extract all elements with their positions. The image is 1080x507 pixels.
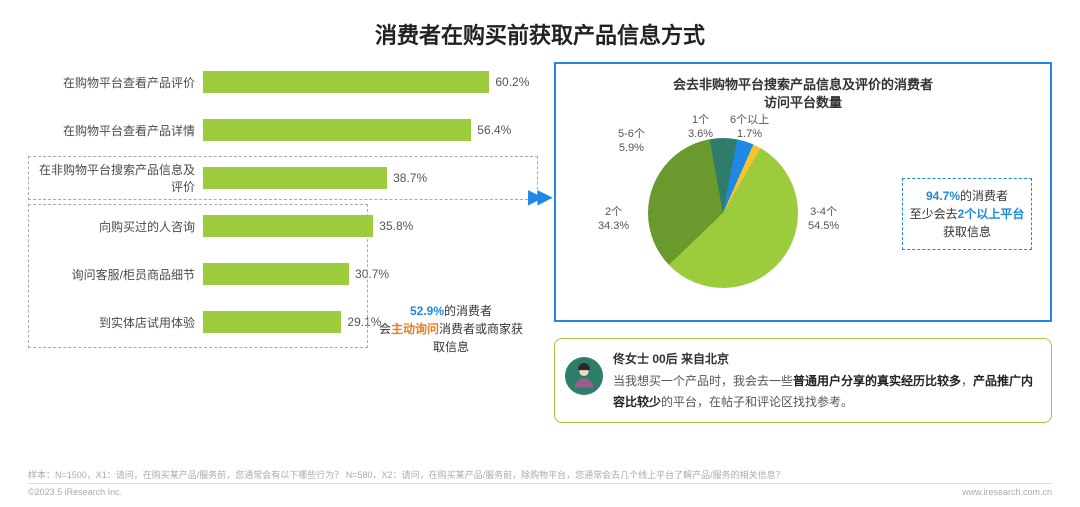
bar <box>203 71 489 93</box>
pie-callout: 94.7%的消费者 至少会去2个以上平台 获取信息 <box>902 178 1032 250</box>
page-title: 消费者在购买前获取产品信息方式 <box>28 18 1052 50</box>
pie-label-56: 5-6个5.9% <box>618 128 645 156</box>
footer-sample: 样本：N=1500，X1：请问，在购买某产品/服务前，您通常会有以下哪些行为？ … <box>28 469 1052 482</box>
bar-value: 35.8% <box>373 215 413 237</box>
dashed-highlight-rows456 <box>28 204 368 348</box>
bar-value: 60.2% <box>489 71 529 93</box>
dashed-highlight-row3 <box>28 156 538 200</box>
bar-value: 56.4% <box>471 119 511 141</box>
avatar-icon <box>565 357 603 395</box>
footer-site: www.iresearch.com.cn <box>962 486 1052 499</box>
bar-track: 56.4% <box>203 119 536 141</box>
bar-track: 60.2% <box>203 71 536 93</box>
quote-box: 佟女士 00后 来自北京 当我想买一个产品时，我会去一些普通用户分享的真实经历比… <box>554 338 1052 423</box>
bar-row: 在购物平台查看产品详情 56.4% <box>28 110 536 150</box>
pie-panel: 会去非购物平台搜索产品信息及评价的消费者访问平台数量 3-4个54.5% 2个3… <box>554 62 1052 322</box>
footer-copyright: ©2023.5 iResearch Inc. <box>28 486 122 499</box>
footer: 样本：N=1500，X1：请问，在购买某产品/服务前，您通常会有以下哪些行为？ … <box>28 469 1052 499</box>
arrow-icon: ▶▶ <box>528 184 547 209</box>
bar-chart: 在购物平台查看产品评价60.2%在购物平台查看产品详情56.4%在非购物平台搜索… <box>28 62 536 423</box>
pie-area: 3-4个54.5% 2个34.3% 5-6个5.9% 1个3.6% 6个以上1.… <box>570 118 1036 308</box>
bar-label: 在购物平台查看产品详情 <box>28 122 203 139</box>
pie-label-2: 2个34.3% <box>598 206 629 234</box>
bar-row: 在购物平台查看产品评价 60.2% <box>28 62 536 102</box>
right-panel: 会去非购物平台搜索产品信息及评价的消费者访问平台数量 3-4个54.5% 2个3… <box>554 62 1052 423</box>
quote-name: 佟女士 00后 来自北京 <box>613 349 1039 369</box>
quote-text: 当我想买一个产品时，我会去一些普通用户分享的真实经历比较多，产品推广内容比较少的… <box>613 371 1039 412</box>
content: 在购物平台查看产品评价60.2%在购物平台查看产品详情56.4%在非购物平台搜索… <box>28 62 1052 423</box>
bar <box>203 119 471 141</box>
pie-title: 会去非购物平台搜索产品信息及评价的消费者访问平台数量 <box>570 76 1036 112</box>
pie-label-6plus: 6个以上1.7% <box>730 114 769 142</box>
bar-label: 在购物平台查看产品评价 <box>28 74 203 91</box>
pie-label-34: 3-4个54.5% <box>808 206 839 234</box>
pie-label-1: 1个3.6% <box>688 114 713 142</box>
page: 消费者在购买前获取产品信息方式 在购物平台查看产品评价60.2%在购物平台查看产… <box>0 0 1080 507</box>
callout-ask: 52.9%的消费者 会主动询问消费者或商家获取信息 <box>376 302 526 356</box>
pie-chart <box>648 138 798 288</box>
